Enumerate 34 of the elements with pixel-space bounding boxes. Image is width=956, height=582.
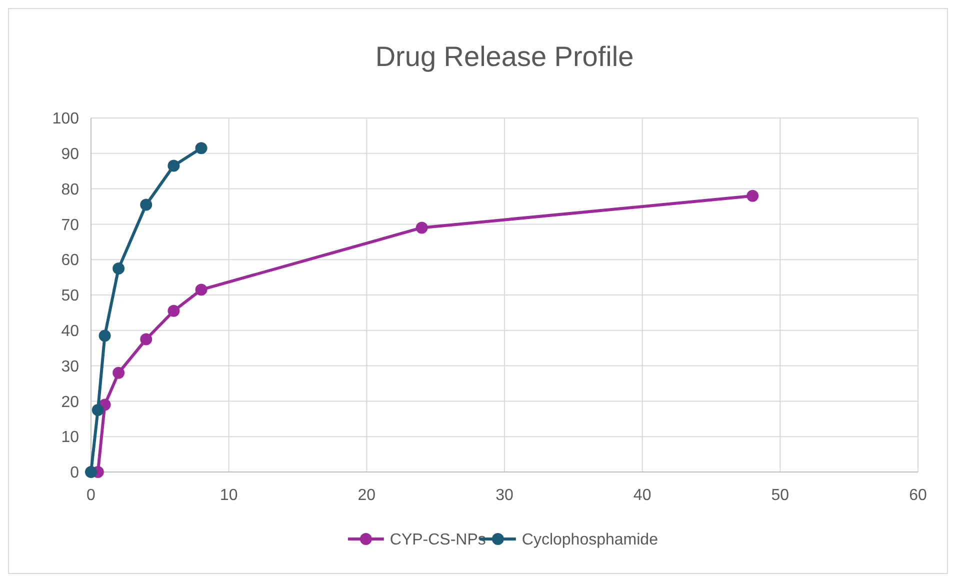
y-tick-label: 90 <box>61 146 80 163</box>
y-tick-label: 40 <box>61 323 80 340</box>
point <box>195 142 208 154</box>
y-tick-label: 30 <box>61 358 80 376</box>
chart-title: Drug Release Profile <box>375 41 634 72</box>
y-tick-label: 100 <box>52 110 80 128</box>
point <box>140 333 152 346</box>
point <box>746 190 759 202</box>
point <box>92 404 104 416</box>
point <box>168 304 180 317</box>
point <box>140 198 152 211</box>
point <box>112 366 125 379</box>
point <box>195 284 208 296</box>
point <box>416 222 428 234</box>
y-tick-label: 70 <box>61 216 80 234</box>
x-tick-label: 30 <box>496 487 514 504</box>
x-tick-label: 10 <box>220 487 238 504</box>
x-tick-label: 50 <box>771 487 790 504</box>
x-tick-label: 40 <box>633 487 652 504</box>
x-tick-label: 0 <box>86 487 96 504</box>
point <box>168 160 180 172</box>
legend-label: Cyclophosphamide <box>522 532 658 549</box>
point <box>98 330 111 342</box>
x-tick-label: 20 <box>358 487 376 504</box>
y-tick-label: 10 <box>61 429 80 446</box>
y-tick-label: 20 <box>61 394 80 411</box>
y-tick-label: 80 <box>61 181 80 198</box>
y-tick-label: 50 <box>61 288 80 305</box>
point <box>85 466 97 478</box>
y-tick-label: 0 <box>70 464 80 482</box>
x-tick-label: 60 <box>909 487 927 504</box>
point <box>112 262 125 274</box>
legend-label: CYP-CS-NPs <box>390 532 486 549</box>
y-tick-label: 60 <box>61 252 80 270</box>
